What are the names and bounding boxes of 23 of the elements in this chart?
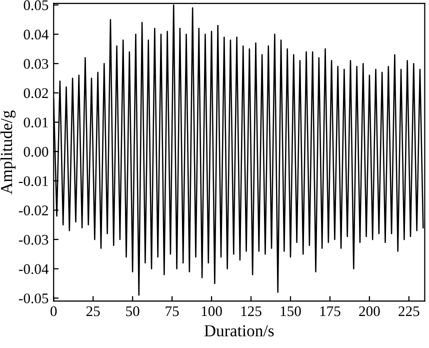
x-tick-label: 125 bbox=[241, 306, 262, 316]
y-tick-label: 0.00 bbox=[24, 146, 48, 157]
y-tick-label: -0.04 bbox=[18, 264, 49, 274]
y-tick-label: 0.05 bbox=[24, 0, 48, 10]
x-tick-label: 200 bbox=[359, 306, 380, 316]
y-tick-label: -0.05 bbox=[18, 293, 48, 304]
x-tick-label: 150 bbox=[280, 306, 301, 316]
y-tick-label: -0.02 bbox=[18, 206, 48, 216]
x-axis-title: Duration/s bbox=[204, 325, 274, 336]
x-tick-label: 225 bbox=[398, 306, 420, 316]
y-tick-label: 0.03 bbox=[24, 58, 48, 69]
x-tick-label: 75 bbox=[166, 306, 179, 316]
y-axis-title: Amplitude/g bbox=[0, 110, 16, 194]
y-tick-label: 0.02 bbox=[24, 88, 48, 98]
y-tick-label: 0.01 bbox=[24, 118, 48, 128]
y-tick-label: 0.04 bbox=[24, 30, 49, 40]
x-tick-label: 50 bbox=[126, 306, 140, 316]
y-tick-label: -0.01 bbox=[18, 176, 48, 186]
x-tick-label: 100 bbox=[202, 306, 222, 316]
x-tick-label: 175 bbox=[320, 306, 340, 316]
x-tick-label: 25 bbox=[86, 306, 100, 316]
x-tick-label: 0 bbox=[50, 306, 57, 316]
y-tick-label: -0.03 bbox=[18, 234, 48, 245]
